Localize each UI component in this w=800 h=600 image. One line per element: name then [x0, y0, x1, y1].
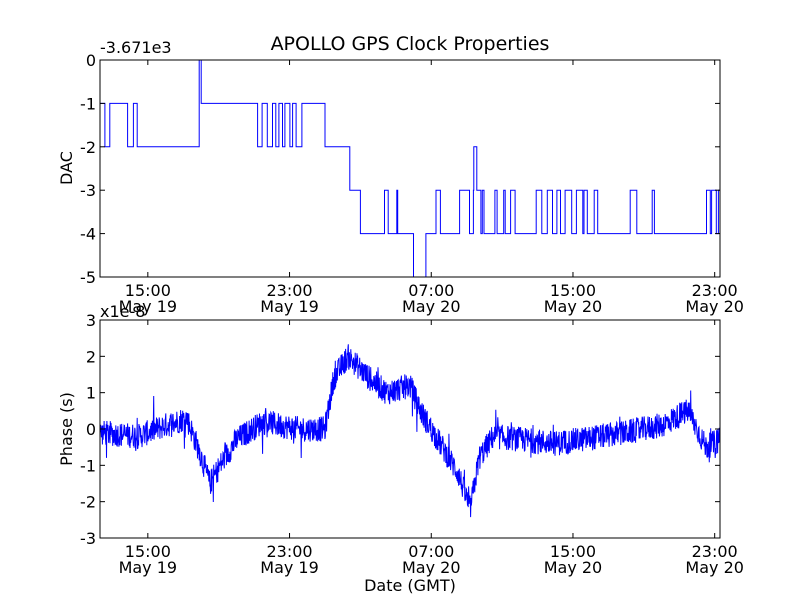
x-tick-date-label: May 19	[260, 297, 319, 316]
y-tick-label: 1	[86, 384, 96, 403]
x-tick-time-label: 23:00	[692, 281, 738, 300]
x-tick-time-label: 15:00	[125, 542, 171, 561]
x-tick-time-label: 23:00	[266, 542, 312, 561]
x-tick-date-label: May 19	[119, 297, 178, 316]
dac-series-line	[100, 60, 720, 277]
x-tick-date-label: May 20	[544, 558, 603, 577]
dac-offset-label: -3.671e3	[100, 38, 172, 57]
x-tick-date-label: May 20	[402, 558, 461, 577]
dac-y-axis-label: DAC	[57, 151, 76, 185]
y-tick-label: -4	[80, 225, 96, 244]
x-tick-date-label: May 20	[685, 297, 744, 316]
x-tick-time-label: 15:00	[550, 542, 596, 561]
y-tick-label: -1	[80, 94, 96, 113]
x-tick-date-label: May 20	[544, 297, 603, 316]
x-tick-time-label: 23:00	[692, 542, 738, 561]
x-tick-date-label: May 19	[260, 558, 319, 577]
x-tick-date-label: May 20	[402, 297, 461, 316]
y-tick-label: -2	[80, 493, 96, 512]
y-tick-label: -3	[80, 529, 96, 548]
phase-series-line	[100, 344, 720, 518]
y-tick-label: -2	[80, 138, 96, 157]
y-tick-label: 2	[86, 347, 96, 366]
y-tick-label: -1	[80, 456, 96, 475]
x-tick-time-label: 07:00	[408, 281, 454, 300]
phase-offset-label: x1e-8	[100, 302, 145, 321]
chart-title: APOLLO GPS Clock Properties	[271, 33, 550, 55]
dac-axes-frame	[99, 59, 721, 278]
x-tick-time-label: 15:00	[550, 281, 596, 300]
x-axis-label: Date (GMT)	[364, 576, 456, 595]
x-tick-time-label: 07:00	[408, 542, 454, 561]
x-tick-time-label: 15:00	[125, 281, 171, 300]
phase-y-axis-label: Phase (s)	[57, 392, 76, 466]
y-tick-label: 0	[86, 420, 96, 439]
y-tick-label: -3	[80, 181, 96, 200]
x-tick-time-label: 23:00	[266, 281, 312, 300]
y-tick-label: -5	[80, 268, 96, 287]
x-tick-date-label: May 19	[119, 558, 178, 577]
y-tick-label: 3	[86, 311, 96, 330]
x-tick-date-label: May 20	[685, 558, 744, 577]
y-tick-label: 0	[86, 51, 96, 70]
